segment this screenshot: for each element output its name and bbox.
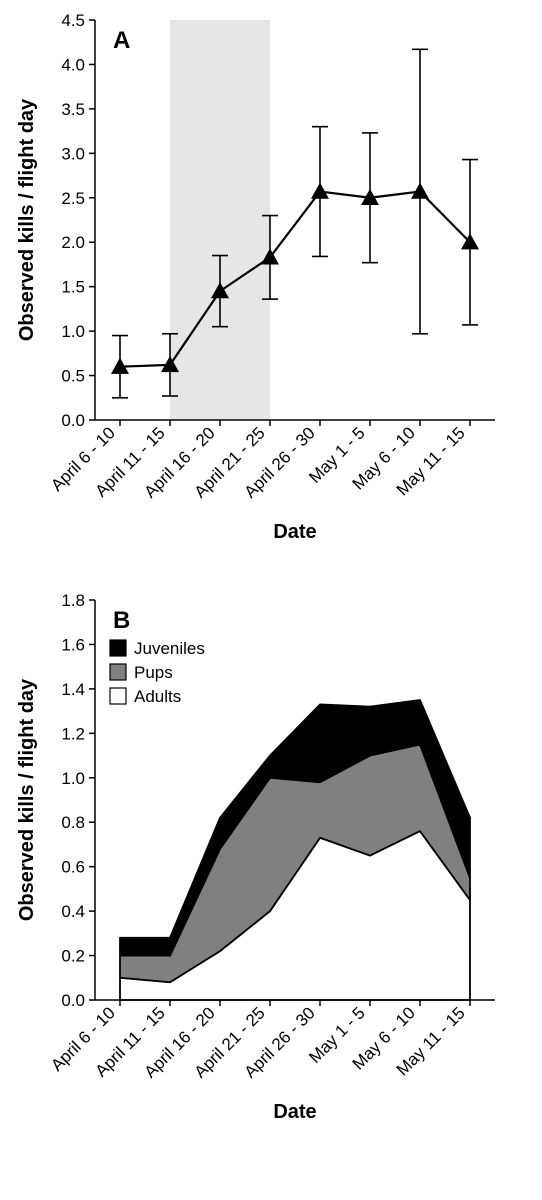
panel-letter-a: A	[113, 27, 130, 54]
chart-b-svg: 0.00.20.40.60.81.01.21.41.61.8April 6 - …	[0, 580, 542, 1160]
y-tick-label: 0.0	[61, 411, 85, 430]
panel-letter-b: B	[113, 607, 130, 634]
y-tick-label: 1.5	[61, 278, 85, 297]
y-tick-label: 2.0	[61, 233, 85, 252]
y-tick-label: 2.5	[61, 189, 85, 208]
legend-swatch-pups	[110, 664, 126, 680]
legend-label-adults: Adults	[134, 687, 181, 706]
data-marker	[311, 183, 329, 199]
legend-swatch-adults	[110, 688, 126, 704]
y-tick-label: 0.5	[61, 367, 85, 386]
legend-label-pups: Pups	[134, 663, 173, 682]
y-tick-label: 1.0	[61, 769, 85, 788]
legend-label-juveniles: Juveniles	[134, 639, 205, 658]
chart-a-svg: 0.00.51.01.52.02.53.03.54.04.5April 6 - …	[0, 0, 542, 580]
figure-container: 0.00.51.01.52.02.53.03.54.04.5April 6 - …	[0, 0, 542, 1160]
panel-b: 0.00.20.40.60.81.01.21.41.61.8April 6 - …	[0, 580, 542, 1160]
x-axis-label: Date	[273, 1101, 316, 1123]
x-axis-label: Date	[273, 521, 316, 543]
y-tick-label: 1.0	[61, 322, 85, 341]
y-tick-label: 1.6	[61, 635, 85, 654]
y-tick-label: 0.4	[61, 902, 85, 921]
y-axis-label: Observed kills / flight day	[16, 678, 38, 921]
legend-swatch-juveniles	[110, 640, 126, 656]
y-tick-label: 1.4	[61, 680, 85, 699]
y-tick-label: 4.5	[61, 11, 85, 30]
y-tick-label: 1.8	[61, 591, 85, 610]
y-tick-label: 0.8	[61, 813, 85, 832]
y-tick-label: 3.0	[61, 144, 85, 163]
y-tick-label: 0.0	[61, 991, 85, 1010]
shaded-band	[170, 20, 270, 420]
y-tick-label: 0.2	[61, 947, 85, 966]
data-marker	[411, 183, 429, 199]
panel-a: 0.00.51.01.52.02.53.03.54.04.5April 6 - …	[0, 0, 542, 580]
y-tick-label: 3.5	[61, 100, 85, 119]
y-tick-label: 4.0	[61, 55, 85, 74]
y-tick-label: 1.2	[61, 724, 85, 743]
y-axis-label: Observed kills / flight day	[16, 98, 38, 341]
y-tick-label: 0.6	[61, 858, 85, 877]
